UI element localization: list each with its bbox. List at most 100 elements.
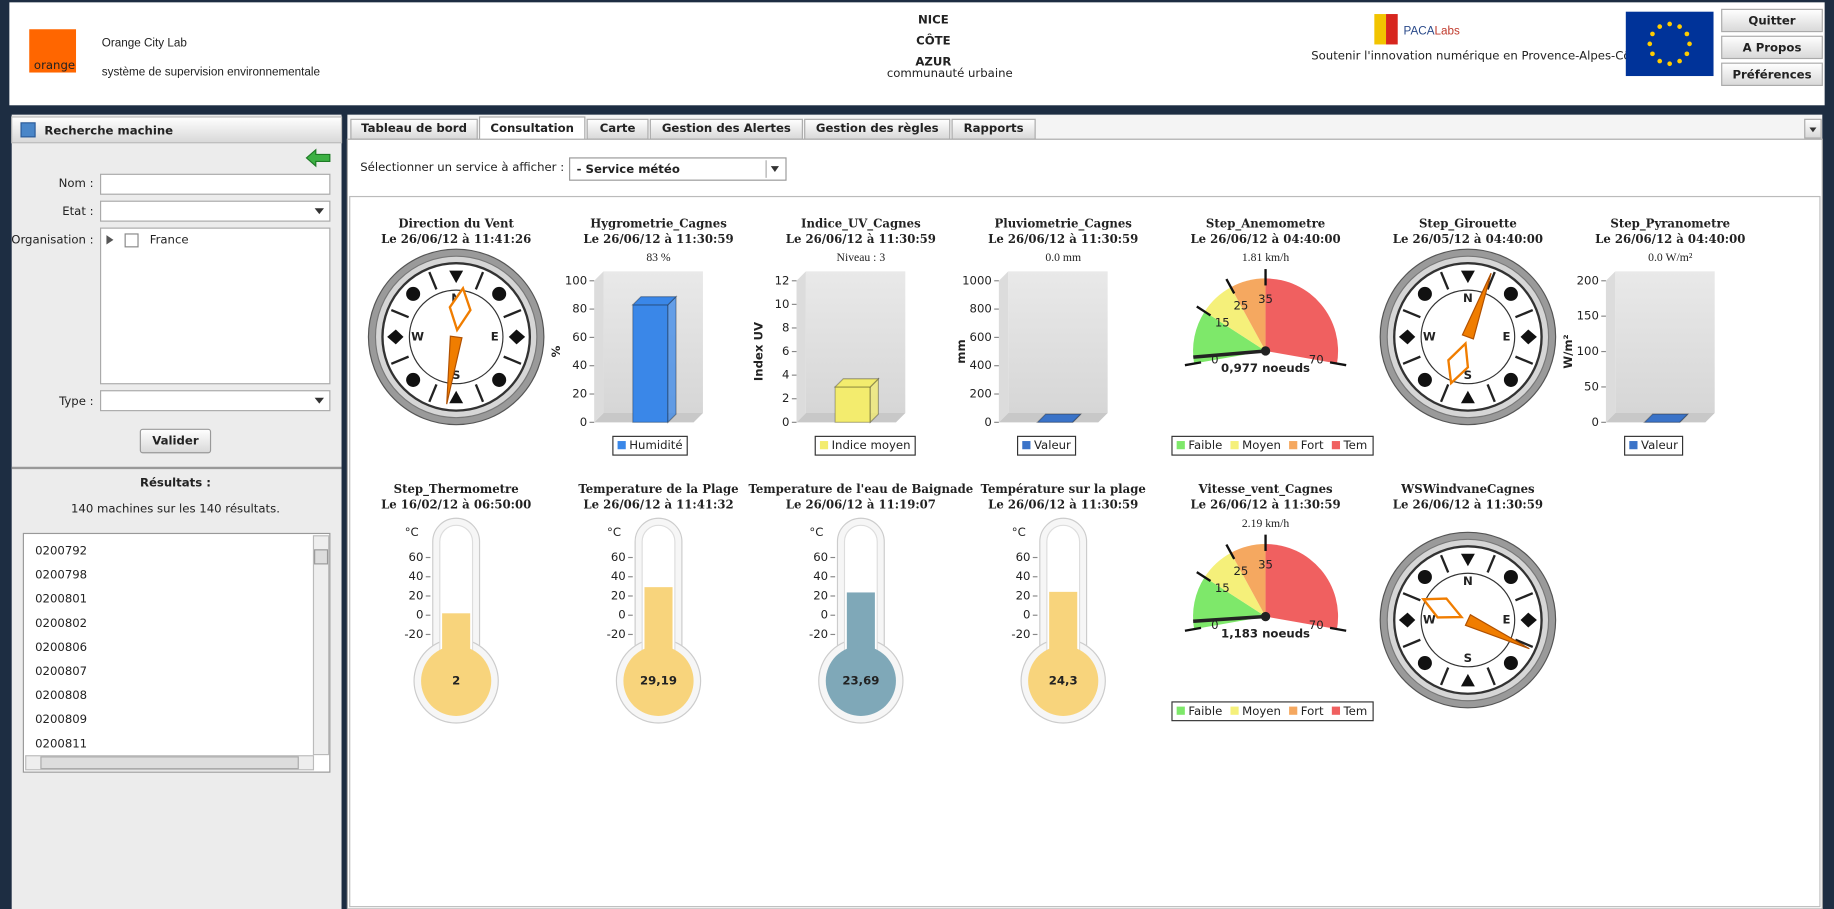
v-scroll-thumb[interactable] xyxy=(314,549,329,565)
tab-label[interactable]: Tableau de bord xyxy=(361,121,467,135)
validate-button[interactable] xyxy=(139,428,212,454)
compass-dot xyxy=(1503,372,1518,387)
y-tick-label: 400 xyxy=(970,358,992,372)
gauge-needle xyxy=(1193,349,1266,359)
select-arrow xyxy=(770,166,779,172)
result-item[interactable]: 0200809 xyxy=(35,712,87,726)
y-tick-label: 100 xyxy=(565,273,587,287)
thermo-value: 29,19 xyxy=(640,673,677,687)
nice-logo-text: AZUR xyxy=(915,55,951,69)
compass-tick xyxy=(1515,308,1534,319)
field-label: Nom : xyxy=(59,176,94,190)
eu-star xyxy=(1667,21,1673,27)
compass-dot xyxy=(1503,286,1518,301)
gauge-band xyxy=(1230,278,1266,351)
y-tick-label: 150 xyxy=(1577,309,1599,323)
y-tick-label: -20 xyxy=(404,627,423,641)
compass-tick xyxy=(1515,638,1534,648)
gauge-band xyxy=(1230,543,1266,617)
compass-letter: S xyxy=(452,368,460,382)
widget-value: 2.19 km/h xyxy=(1242,517,1290,530)
field-label: Organisation : xyxy=(11,232,93,246)
tab-label[interactable]: Rapports xyxy=(964,121,1024,135)
widget-date: Le 26/06/12 à 11:41:32 xyxy=(583,497,733,511)
result-item[interactable]: 0200807 xyxy=(35,664,87,678)
legend-label: Fort xyxy=(1301,438,1324,452)
gauge-tick xyxy=(1196,571,1212,582)
widget-date: Le 26/06/12 à 04:40:00 xyxy=(1595,232,1745,246)
back-arrow[interactable] xyxy=(305,148,331,168)
header-button[interactable] xyxy=(1721,35,1823,60)
tree-item: France xyxy=(150,232,189,246)
compass-letter: N xyxy=(1463,574,1473,588)
result-item[interactable]: 0200808 xyxy=(35,688,87,702)
result-item[interactable]: 0200798 xyxy=(35,568,87,582)
compass-tick xyxy=(474,271,485,290)
tree-checkbox[interactable] xyxy=(124,233,139,248)
tab-label[interactable]: Carte xyxy=(600,121,636,135)
compass-arrow xyxy=(1460,673,1475,687)
compass-tick xyxy=(1439,667,1450,686)
compass-tick xyxy=(1515,592,1534,602)
h-scroll-thumb[interactable] xyxy=(40,756,299,770)
eu-flag xyxy=(1625,11,1714,77)
y-tick-label: 60 xyxy=(572,330,587,344)
bar-top xyxy=(1643,413,1690,423)
y-tick-label: 20 xyxy=(813,588,828,602)
y-tick-label: 800 xyxy=(970,302,992,316)
eu-star xyxy=(1687,41,1692,47)
result-item[interactable]: 0200802 xyxy=(35,616,87,630)
y-tick-label: 100 xyxy=(1577,344,1599,358)
name-input[interactable] xyxy=(100,173,331,195)
gauge-tick xyxy=(1184,626,1202,632)
legend-label: Valeur xyxy=(1641,438,1678,452)
y-tick-label: 0 xyxy=(416,608,423,622)
sidebar-header xyxy=(11,116,343,144)
select-box[interactable] xyxy=(100,390,331,412)
tab-label[interactable]: Consultation xyxy=(490,121,574,135)
y-tick-label: 4 xyxy=(782,368,789,382)
widget-title: Pluviometrie_Cagnes xyxy=(995,217,1133,232)
service-selected[interactable]: - Service météo xyxy=(577,162,680,176)
select-box[interactable] xyxy=(100,200,331,222)
result-item[interactable]: 0200801 xyxy=(35,592,87,606)
legend-box xyxy=(612,435,688,456)
paca-flag xyxy=(1374,14,1387,45)
y-tick-label: 6 xyxy=(782,344,789,358)
result-item[interactable]: 0200792 xyxy=(35,544,87,558)
header-button-label[interactable]: A Propos xyxy=(1743,40,1802,54)
compass-tick xyxy=(1486,271,1496,290)
compass-tick xyxy=(503,355,522,365)
eu-star xyxy=(1677,58,1682,64)
tree-expander[interactable] xyxy=(106,235,114,245)
header-button[interactable] xyxy=(1721,8,1823,33)
legend-label: Fort xyxy=(1301,704,1324,718)
compass-letter: N xyxy=(1463,291,1473,305)
bar-top xyxy=(833,378,880,388)
result-item[interactable]: 0200806 xyxy=(35,640,87,654)
gauge-hub xyxy=(1260,611,1271,622)
unit-label: °C xyxy=(405,525,419,539)
bar-side xyxy=(667,295,677,424)
header-button[interactable] xyxy=(1721,62,1823,86)
service-select[interactable] xyxy=(569,157,787,181)
eu-star xyxy=(1650,51,1655,57)
header-button-label[interactable]: Préférences xyxy=(1732,67,1811,81)
widget-title: Indice_UV_Cagnes xyxy=(801,217,921,232)
validate-label[interactable]: Valider xyxy=(152,434,199,448)
header-button-label[interactable]: Quitter xyxy=(1748,14,1795,28)
compass-tick xyxy=(428,271,438,290)
tab-label[interactable]: Gestion des Alertes xyxy=(662,121,791,135)
widget-title: Direction du Vent xyxy=(398,217,514,231)
compass-letter: E xyxy=(1503,329,1511,343)
y-tick-label: 200 xyxy=(970,387,992,401)
tab-label[interactable]: Gestion des règles xyxy=(816,121,939,135)
legend-label: Humidité xyxy=(629,438,682,452)
legend-box xyxy=(1624,435,1684,456)
compass-letter: W xyxy=(1423,613,1436,627)
y-tick-label: 600 xyxy=(970,330,992,344)
unit-label: °C xyxy=(607,525,621,539)
compass-tick xyxy=(1402,592,1421,602)
result-item[interactable]: 0200811 xyxy=(35,736,87,750)
